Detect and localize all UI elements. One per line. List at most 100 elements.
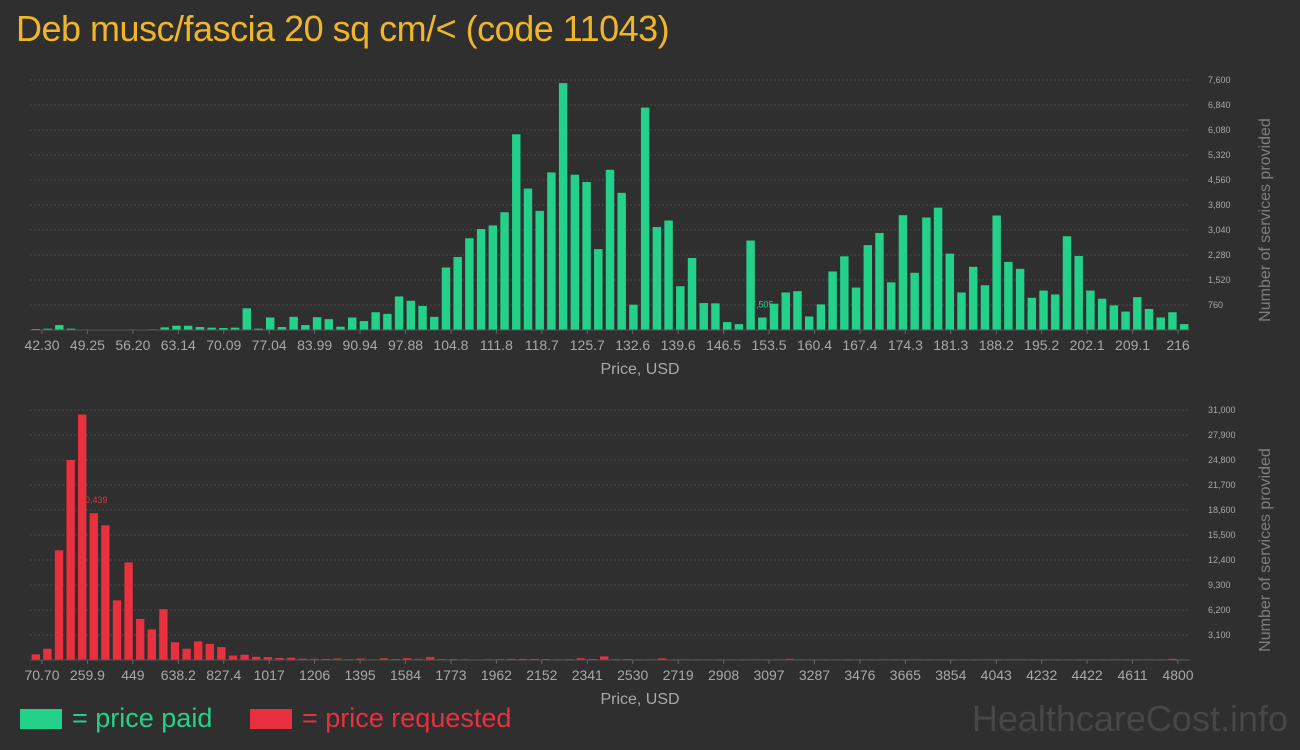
- requested-bar: [576, 658, 586, 660]
- paid-bar: [277, 327, 287, 330]
- paid-x-tick-label: 118.7: [525, 337, 559, 353]
- requested-bar: [147, 629, 156, 660]
- requested-bar: [194, 641, 203, 660]
- paid-bar: [289, 316, 298, 330]
- requested-bar: [136, 618, 145, 660]
- paid-x-axis-label: Price, USD: [600, 361, 679, 378]
- paid-bar: [371, 312, 380, 330]
- paid-bar: [617, 192, 626, 330]
- requested-bar: [414, 658, 423, 660]
- paid-bar: [547, 172, 556, 330]
- paid-bar: [172, 325, 181, 330]
- requested-bar: [275, 657, 284, 660]
- requested-y-tick-label: 12,400: [1208, 555, 1236, 565]
- requested-x-tick-label: 4611: [1118, 667, 1148, 683]
- paid-bar: [336, 326, 345, 330]
- paid-bar: [746, 240, 755, 330]
- requested-bar: [530, 658, 539, 660]
- requested-y-tick-label: 3,100: [1208, 630, 1231, 640]
- paid-x-tick-label: 209.1: [1115, 337, 1150, 353]
- paid-bar: [500, 212, 509, 330]
- watermark: HealthcareCost.info: [971, 698, 1288, 739]
- requested-bar: [310, 658, 319, 660]
- paid-x-tick-label: 181.3: [933, 337, 968, 353]
- paid-x-tick-label: 83.99: [297, 337, 332, 353]
- requested-x-tick-label: 3097: [753, 667, 784, 683]
- requested-bar: [182, 648, 191, 660]
- paid-bar: [570, 174, 580, 330]
- paid-bar: [242, 308, 251, 330]
- paid-bar: [1074, 255, 1083, 330]
- paid-bar: [605, 169, 615, 330]
- paid-bar: [453, 256, 462, 330]
- paid-bar: [230, 327, 240, 330]
- paid-bar: [758, 317, 767, 330]
- requested-bar: [66, 460, 75, 660]
- page-title: Deb musc/fascia 20 sq cm/< (code 11043): [16, 8, 670, 49]
- requested-bar: [31, 654, 40, 660]
- paid-bar: [488, 225, 498, 330]
- paid-bar: [910, 272, 919, 330]
- paid-y-axis-label: Number of services provided: [1257, 118, 1274, 322]
- paid-bar: [66, 328, 76, 330]
- requested-bar: [252, 656, 261, 660]
- requested-bar: [217, 647, 226, 660]
- paid-y-tick-label: 3,800: [1208, 200, 1231, 210]
- paid-bar: [664, 220, 673, 330]
- requested-bar: [1168, 658, 1177, 660]
- paid-bar: [55, 325, 64, 330]
- paid-bar: [640, 107, 650, 330]
- paid-bar: [980, 285, 990, 330]
- requested-x-tick-label: 449: [121, 667, 145, 683]
- paid-bar: [1179, 324, 1189, 330]
- requested-bar: [298, 658, 307, 660]
- paid-bar: [1109, 305, 1119, 330]
- requested-x-tick-label: 827.4: [206, 667, 241, 683]
- paid-bar: [769, 303, 779, 330]
- paid-x-tick-label: 132.6: [615, 337, 650, 353]
- paid-x-tick-label: 42.30: [24, 337, 59, 353]
- paid-bar: [383, 313, 392, 330]
- requested-x-tick-label: 70.70: [24, 667, 59, 683]
- requested-x-tick-label: 3476: [844, 667, 875, 683]
- requested-x-tick-label: 2719: [663, 667, 694, 683]
- paid-y-tick-label: 760: [1208, 300, 1223, 310]
- paid-bar: [406, 300, 416, 330]
- legend-price-requested: = price requested: [250, 703, 511, 734]
- paid-x-tick-label: 49.25: [70, 337, 105, 353]
- requested-bar: [518, 658, 528, 660]
- requested-x-tick-label: 3854: [935, 667, 966, 683]
- paid-x-tick-label: 216: [1166, 337, 1190, 353]
- requested-bar: [205, 643, 214, 660]
- paid-bar: [828, 271, 837, 330]
- paid-bar: [652, 227, 662, 330]
- paid-bar: [394, 296, 404, 330]
- paid-x-tick-label: 202.1: [1070, 337, 1105, 353]
- paid-bar: [886, 282, 896, 330]
- legend-label-paid: = price paid: [72, 703, 213, 733]
- paid-bar: [312, 317, 322, 330]
- paid-bar: [676, 286, 685, 330]
- paid-bar: [875, 232, 884, 330]
- paid-bar: [359, 321, 369, 330]
- paid-x-tick-label: 146.5: [706, 337, 741, 353]
- requested-x-tick-label: 1017: [254, 667, 285, 683]
- paid-bar: [851, 287, 861, 330]
- paid-bar: [969, 266, 978, 330]
- paid-bar: [324, 319, 334, 330]
- paid-y-tick-label: 2,280: [1208, 250, 1231, 260]
- requested-bar: [89, 513, 98, 660]
- paid-x-tick-label: 70.09: [206, 337, 241, 353]
- paid-bar: [1168, 312, 1177, 330]
- requested-x-tick-label: 4232: [1026, 667, 1057, 683]
- requested-bar: [43, 648, 52, 660]
- requested-x-tick-label: 2908: [708, 667, 739, 683]
- paid-bar: [711, 303, 720, 330]
- paid-bar: [804, 316, 814, 330]
- requested-bar: [124, 562, 133, 660]
- requested-bar: [159, 609, 168, 660]
- requested-bar: [379, 658, 388, 660]
- paid-peak-label: 7,505: [751, 300, 774, 310]
- requested-y-tick-label: 24,800: [1208, 455, 1236, 465]
- requested-x-tick-label: 1773: [435, 667, 466, 683]
